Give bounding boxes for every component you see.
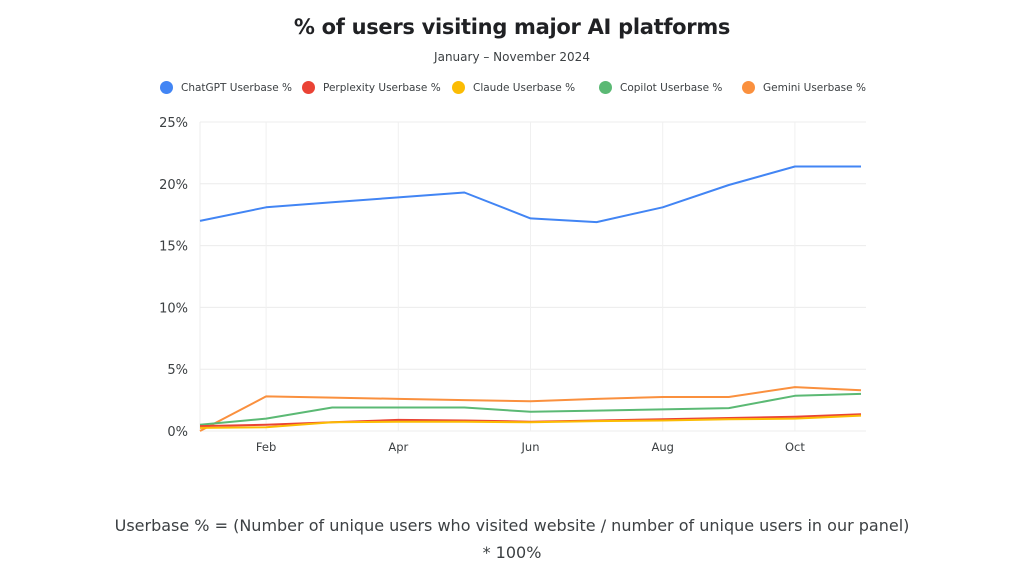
- y-tick-label: 20%: [159, 178, 188, 193]
- legend-item-claude[interactable]: Claude Userbase %: [452, 81, 575, 94]
- footnote: Userbase % = (Number of unique users who…: [114, 516, 910, 562]
- y-tick-label: 0%: [167, 425, 188, 440]
- legend-item-gemini[interactable]: Gemini Userbase %: [742, 81, 866, 94]
- y-tick-label: 5%: [167, 363, 188, 378]
- y-tick-label: 25%: [159, 116, 188, 131]
- legend-marker-gemini: [742, 81, 755, 94]
- legend-item-perplexity[interactable]: Perplexity Userbase %: [302, 81, 441, 94]
- legend-item-chatgpt[interactable]: ChatGPT Userbase %: [160, 81, 292, 94]
- legend-label: Gemini Userbase %: [763, 81, 866, 94]
- series-lines: [199, 165, 862, 432]
- series-line-copilot: [199, 392, 862, 426]
- y-tick-label: 10%: [159, 301, 188, 316]
- chart-title: % of users visiting major AI platforms: [293, 15, 731, 39]
- x-tick-label: Jun: [521, 440, 540, 454]
- x-axis-ticks: Feb Apr Jun Aug Oct: [256, 440, 805, 454]
- grid-lines: [199, 121, 866, 432]
- y-tick-label: 15%: [159, 240, 188, 255]
- series-line-gemini: [199, 386, 862, 432]
- legend-label: Copilot Userbase %: [620, 81, 723, 94]
- legend-label: Perplexity Userbase %: [323, 81, 441, 94]
- chart-legend: ChatGPT Userbase % Perplexity Userbase %…: [160, 81, 880, 97]
- legend-marker-copilot: [599, 81, 612, 94]
- series-line-chatgpt: [199, 165, 861, 224]
- x-tick-label: Aug: [651, 440, 673, 454]
- legend-item-copilot[interactable]: Copilot Userbase %: [599, 81, 722, 94]
- legend-label: Claude Userbase %: [473, 81, 576, 94]
- series-line-claude: [199, 414, 862, 429]
- x-tick-label: Feb: [256, 440, 276, 454]
- legend-marker-perplexity: [302, 81, 315, 94]
- legend-label: ChatGPT Userbase %: [181, 81, 293, 94]
- line-chart: 0% 5% 10% 15% 20% 25% Feb Apr Jun Aug Oct: [159, 116, 866, 454]
- legend-marker-claude: [452, 81, 465, 94]
- legend-marker-chatgpt: [160, 81, 173, 94]
- x-tick-label: Apr: [388, 440, 408, 454]
- x-tick-label: Oct: [785, 440, 805, 454]
- y-axis-ticks: 0% 5% 10% 15% 20% 25%: [159, 116, 188, 440]
- chart-subtitle: January – November 2024: [434, 50, 590, 64]
